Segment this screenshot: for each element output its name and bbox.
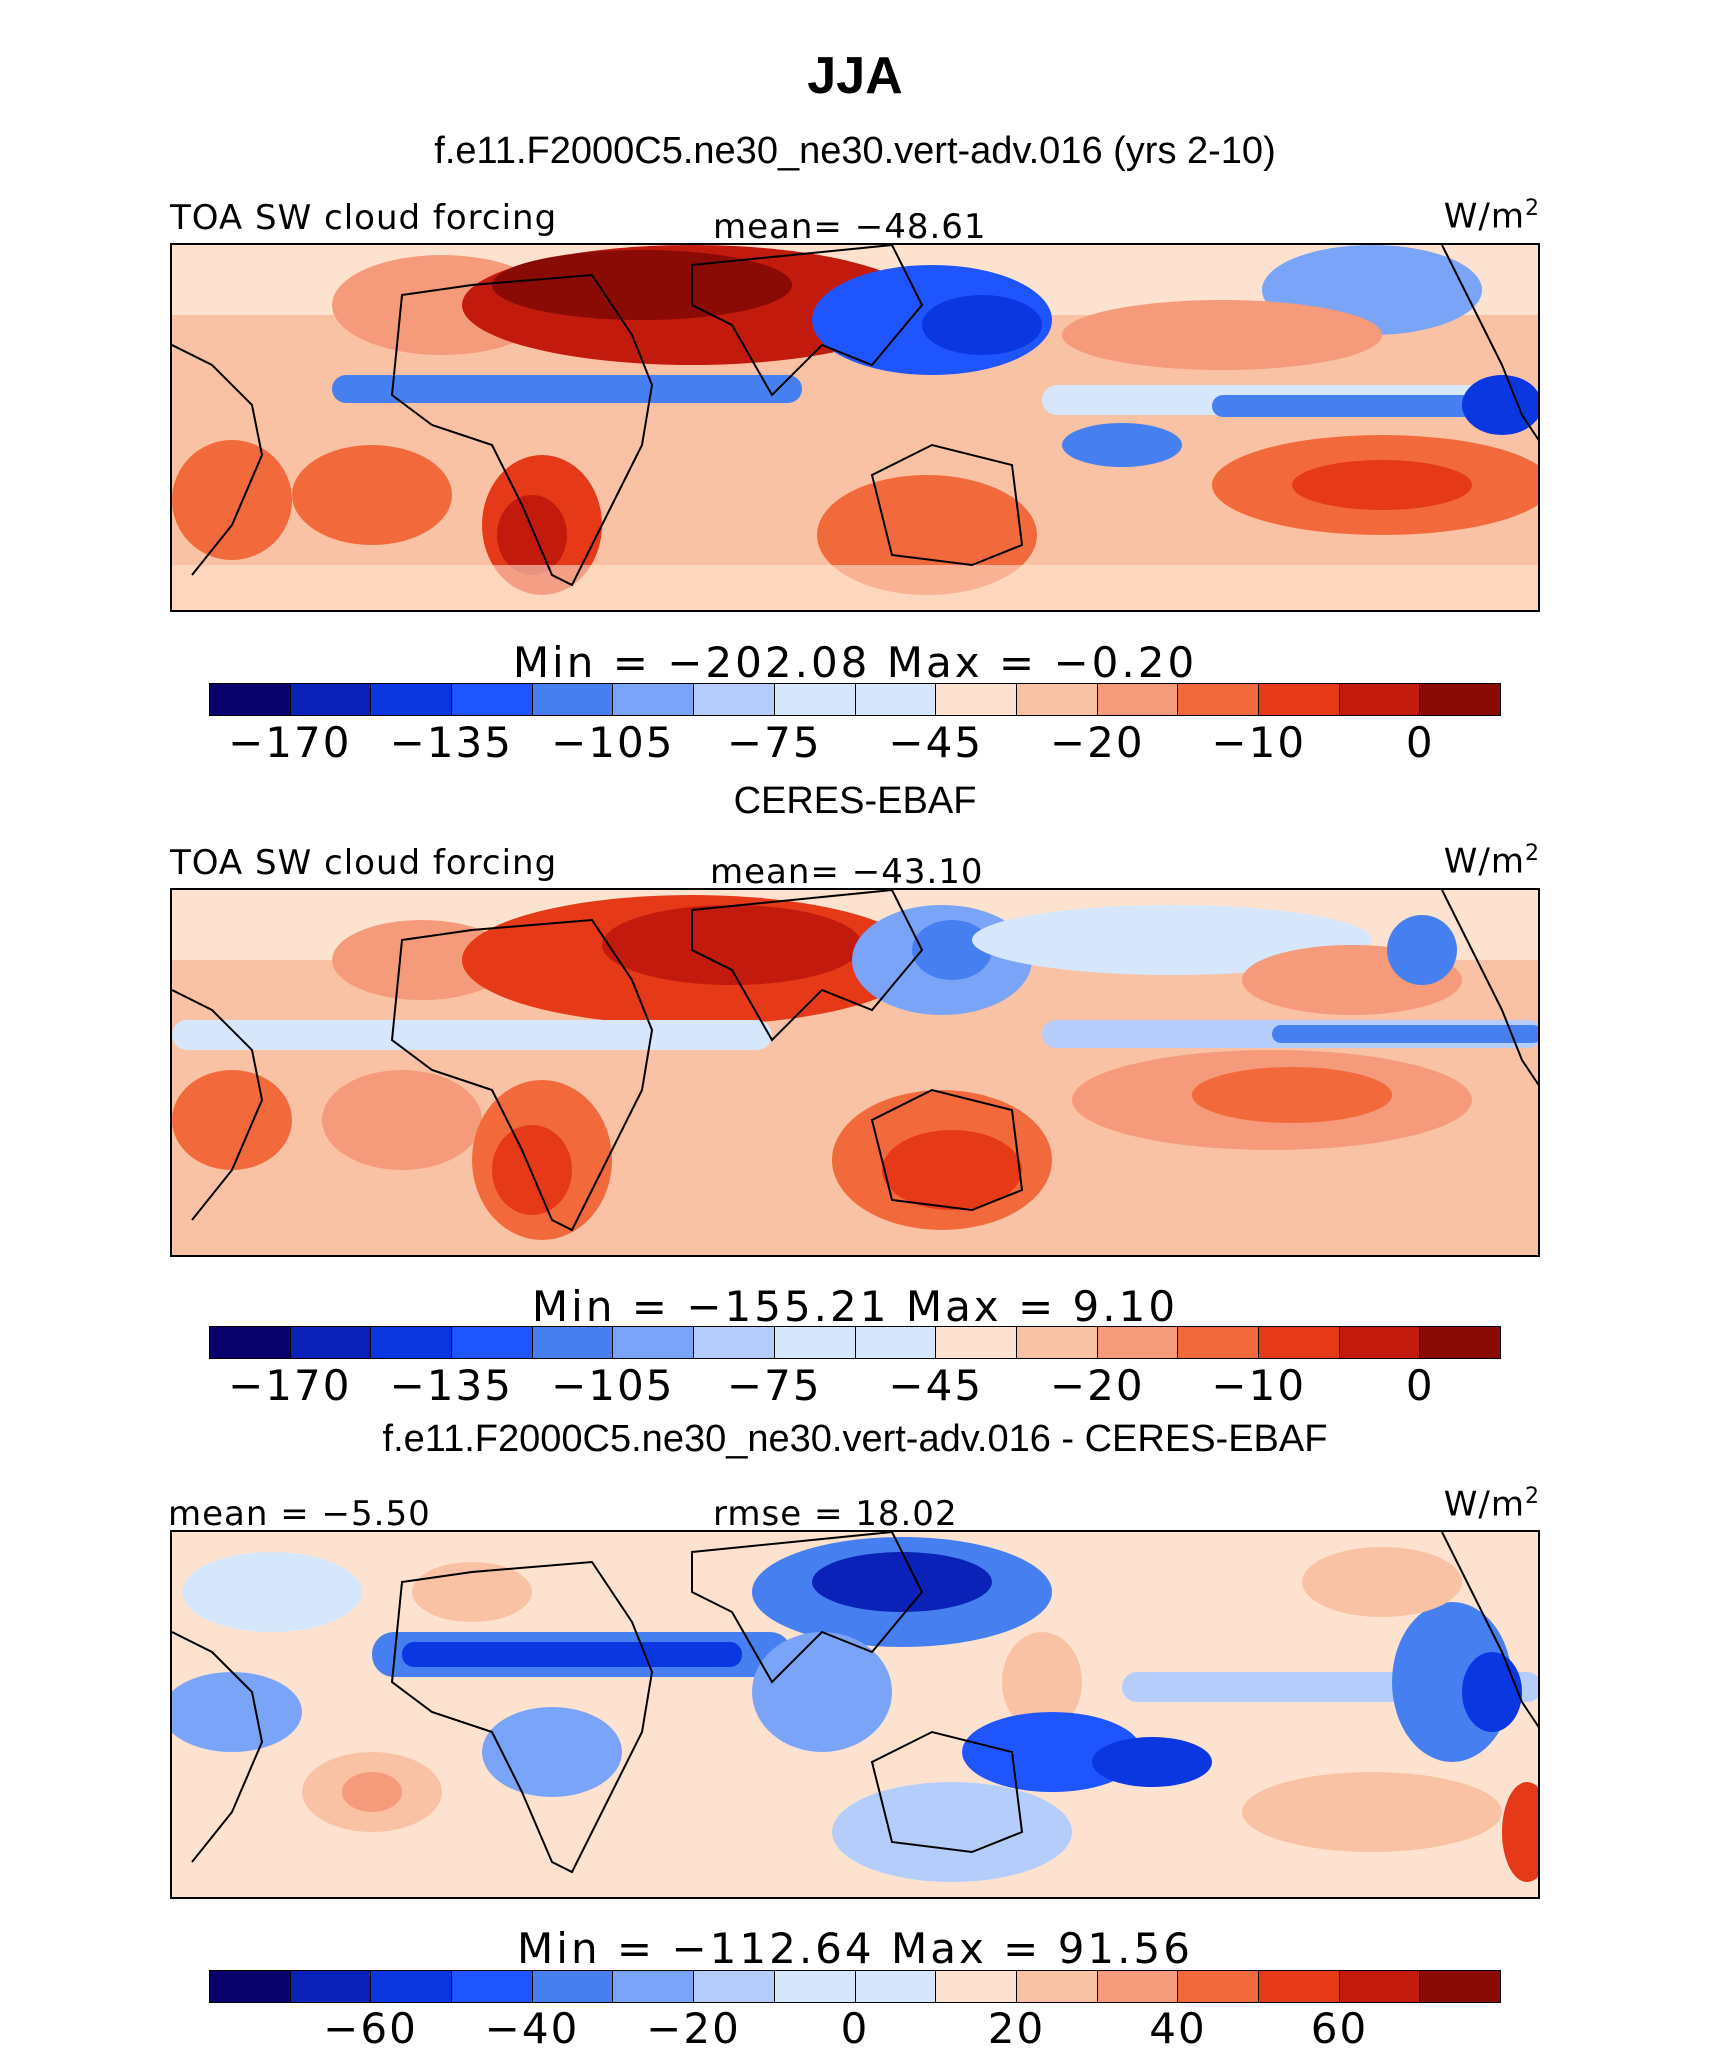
colorbar-segment (1258, 1971, 1340, 2002)
colorbar-segment (1258, 1327, 1340, 1358)
panel-3-rmse-label: rmse = 18.02 (713, 1494, 958, 1534)
colorbar-segment (774, 684, 856, 715)
figure-title: JJA (807, 47, 903, 105)
colorbar-tick-label: 0 (1405, 1361, 1435, 1410)
colorbar-tick-label: 40 (1149, 2004, 1207, 2053)
colorbar-segment (452, 1971, 533, 2002)
colorbar-tick-label: −105 (551, 718, 675, 767)
colorbar-segment (210, 1971, 291, 2002)
colorbar-tick-label: 0 (1405, 718, 1435, 767)
colorbar-segment (290, 1971, 372, 2002)
colorbar-tick-label: −75 (726, 1361, 822, 1410)
panel-2-map (170, 888, 1540, 1257)
colorbar-segment (1339, 684, 1421, 715)
panel-3-mean-label: mean = −5.50 (168, 1494, 431, 1534)
colorbar-tick-label: −10 (1211, 1361, 1307, 1410)
colorbar-segment (1016, 1327, 1098, 1358)
colorbar-segment (855, 1327, 937, 1358)
colorbar-segment (613, 1327, 695, 1358)
colorbar-tick-label: −60 (323, 2004, 418, 2053)
colorbar-segment (532, 684, 614, 715)
colorbar-segment (1420, 684, 1500, 715)
colorbar-segment (210, 1327, 291, 1358)
colorbar-segment (613, 684, 695, 715)
colorbar-segment (532, 1327, 614, 1358)
colorbar-segment (452, 1327, 533, 1358)
colorbar-segment (1178, 1327, 1259, 1358)
colorbar-segment (774, 1971, 856, 2002)
panel-2-colorbar (209, 1326, 1501, 1359)
colorbar-tick-label: −45 (888, 718, 984, 767)
colorbar-segment (613, 1971, 695, 2002)
panel-3-colorbar (209, 1970, 1501, 2003)
colorbar-segment (371, 684, 453, 715)
colorbar-segment (1339, 1971, 1421, 2002)
colorbar-segment (774, 1327, 856, 1358)
panel-1-mean-label: mean= −48.61 (713, 207, 987, 247)
colorbar-tick-label: −20 (1049, 718, 1145, 767)
colorbar-segment (452, 684, 533, 715)
colorbar-segment (532, 1971, 614, 2002)
colorbar-segment (694, 1327, 775, 1358)
colorbar-segment (371, 1971, 453, 2002)
colorbar-segment (1420, 1971, 1500, 2002)
colorbar-segment (1016, 1971, 1098, 2002)
colorbar-segment (694, 684, 775, 715)
panel-1-variable-label: TOA SW cloud forcing (170, 198, 558, 238)
colorbar-segment (1258, 684, 1340, 715)
colorbar-tick-label: 0 (840, 2004, 870, 2053)
panel-1-colorbar (209, 683, 1501, 716)
colorbar-tick-label: −20 (1049, 1361, 1145, 1410)
colorbar-segment (210, 684, 291, 715)
colorbar-segment (371, 1327, 453, 1358)
panel-1-colorbar-ticks: −170 −135 −105 −75 −45 −20 −10 0 (0, 718, 1710, 768)
colorbar-tick-label: −170 (228, 718, 352, 767)
panel-2-subtitle: CERES-EBAF (733, 780, 977, 822)
panel-3-minmax: Min = −112.64 Max = 91.56 (517, 1924, 1193, 1973)
panel-3-map (170, 1530, 1540, 1899)
colorbar-tick-label: −105 (551, 1361, 675, 1410)
colorbar-segment (1339, 1327, 1421, 1358)
colorbar-segment (1016, 684, 1098, 715)
colorbar-segment (1420, 1327, 1500, 1358)
panel-2-minmax: Min = −155.21 Max = 9.10 (531, 1282, 1179, 1331)
colorbar-tick-label: −75 (726, 718, 822, 767)
colorbar-tick-label: −45 (888, 1361, 984, 1410)
panel-2-mean-label: mean= −43.10 (710, 852, 984, 892)
panel-1-units: W/m2 (1443, 196, 1540, 237)
panel-3-units: W/m2 (1443, 1484, 1540, 1525)
colorbar-tick-label: −135 (389, 1361, 513, 1410)
colorbar-tick-label: −20 (646, 2004, 741, 2053)
panel-1-subtitle: f.e11.F2000C5.ne30_ne30.vert-adv.016 (yr… (434, 130, 1276, 172)
colorbar-segment (936, 684, 1017, 715)
colorbar-segment (1097, 1971, 1179, 2002)
panel-3-colorbar-ticks: −60 −40 −20 0 20 40 60 (0, 2004, 1710, 2059)
colorbar-segment (290, 1327, 372, 1358)
colorbar-segment (694, 1971, 775, 2002)
colorbar-segment (1178, 684, 1259, 715)
colorbar-segment (855, 1971, 937, 2002)
colorbar-tick-label: 60 (1310, 2004, 1369, 2053)
panel-3-subtitle: f.e11.F2000C5.ne30_ne30.vert-adv.016 - C… (382, 1418, 1328, 1460)
colorbar-tick-label: 20 (987, 2004, 1046, 2053)
panel-2-colorbar-ticks: −170 −135 −105 −75 −45 −20 −10 0 (0, 1361, 1710, 1411)
colorbar-tick-label: −10 (1211, 718, 1307, 767)
panel-1-map (170, 243, 1540, 612)
colorbar-tick-label: −135 (389, 718, 513, 767)
panel-1-minmax: Min = −202.08 Max = −0.20 (512, 638, 1198, 687)
colorbar-segment (1097, 1327, 1179, 1358)
colorbar-segment (936, 1327, 1017, 1358)
colorbar-tick-label: −170 (228, 1361, 352, 1410)
panel-2-variable-label: TOA SW cloud forcing (170, 843, 558, 883)
colorbar-segment (855, 684, 937, 715)
colorbar-segment (936, 1971, 1017, 2002)
colorbar-tick-label: −40 (484, 2004, 580, 2053)
colorbar-segment (290, 684, 372, 715)
colorbar-segment (1097, 684, 1179, 715)
colorbar-segment (1178, 1971, 1259, 2002)
panel-2-units: W/m2 (1443, 841, 1540, 882)
